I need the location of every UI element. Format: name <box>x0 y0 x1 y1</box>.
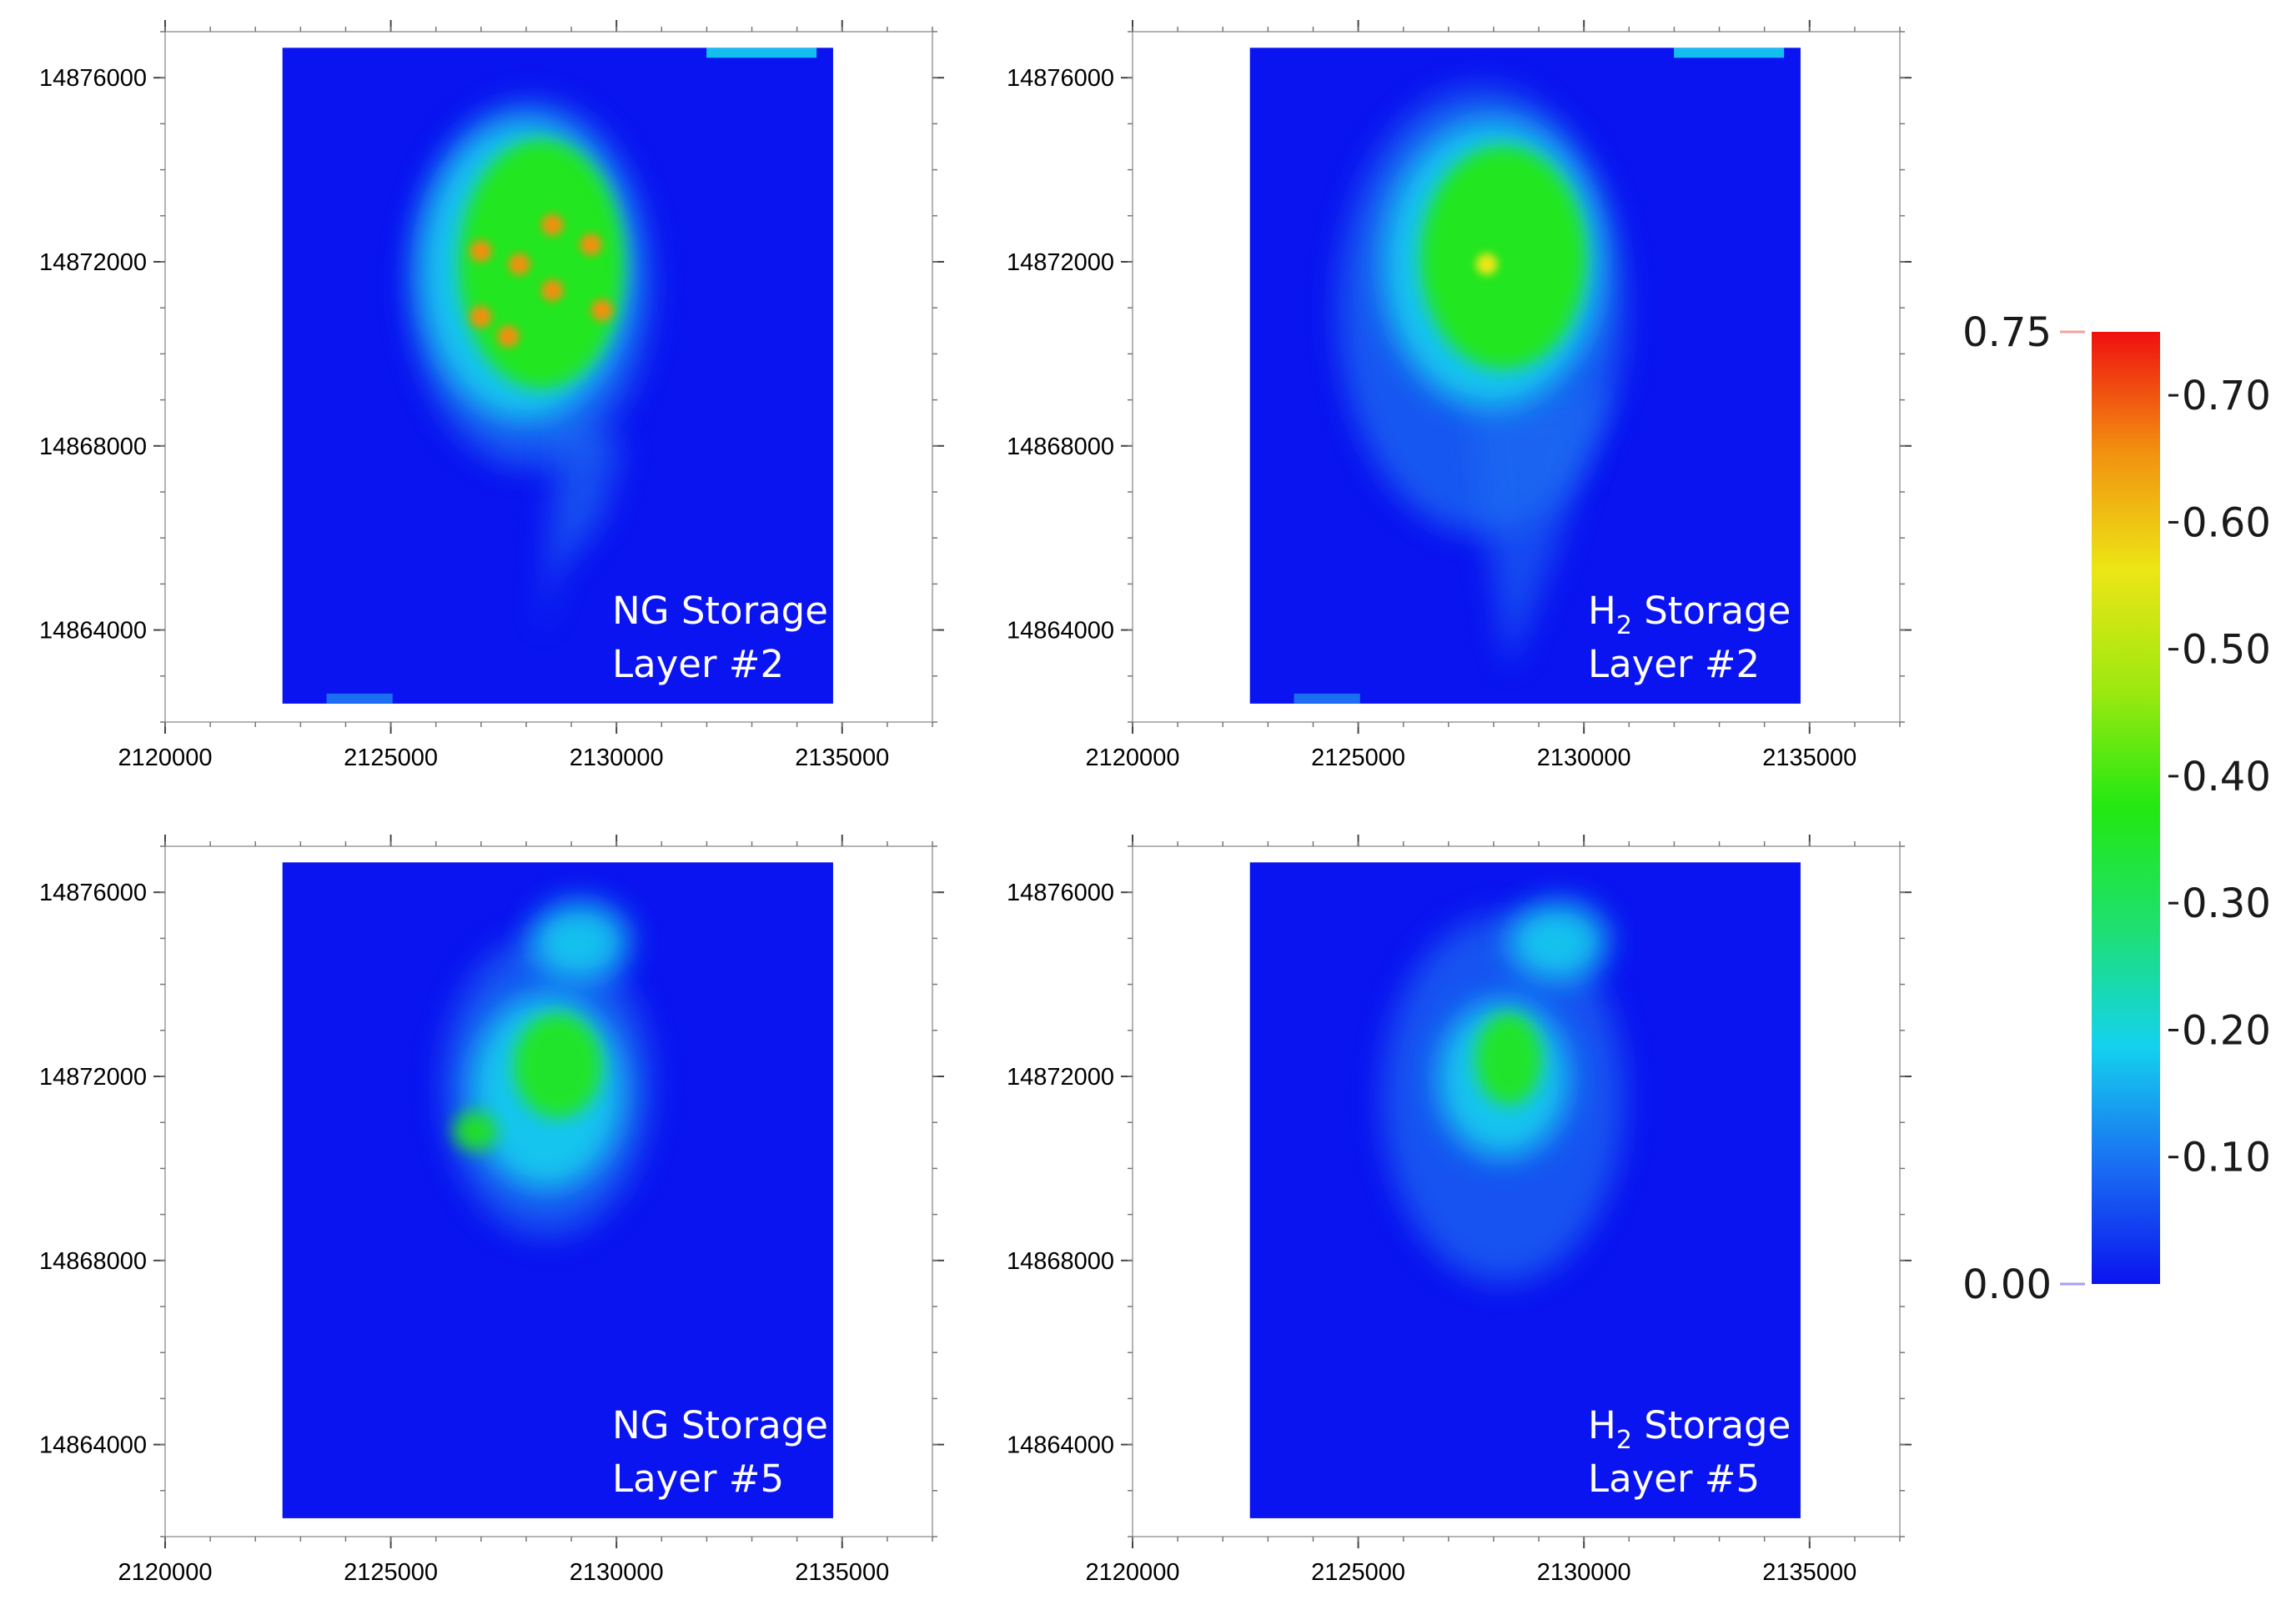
plume <box>326 48 817 704</box>
plume-ring <box>1509 901 1608 981</box>
y-axis: 14876000 14872000 14868000 14864000 <box>1007 845 1912 1537</box>
plume <box>1294 48 1785 704</box>
x-tick-label: 2120000 <box>1086 745 1180 771</box>
panel-label-rest: Storage <box>1632 589 1791 633</box>
y-axis: 14876000 14872000 14868000 14864000 <box>1007 31 1912 723</box>
panel-ng-storage-layer-2: 2120000 2125000 2130000 2135000148760001487… <box>39 20 944 771</box>
panel-ng-storage-layer-5: 2120000 2125000 2130000 2135000148760001487… <box>39 835 944 1586</box>
panel-label-title: H2 Storage <box>1588 1403 1791 1455</box>
plume-core <box>458 139 625 389</box>
plume-core <box>453 1111 498 1151</box>
colorbar-tick-label: 0.60 <box>2182 499 2271 546</box>
plume-core <box>514 1013 602 1119</box>
panel-label-title: NG Storage <box>612 589 828 633</box>
edge-strip <box>1674 48 1785 58</box>
y-tick-label: 14864000 <box>1007 1432 1114 1459</box>
well-hotspot <box>580 233 602 256</box>
y-tick-label: 14868000 <box>1007 1248 1114 1275</box>
well-hotspot <box>470 305 492 328</box>
edge-strip <box>1294 693 1360 704</box>
y-tick-label: 14864000 <box>39 1432 147 1459</box>
x-tick-label: 2125000 <box>1311 745 1405 771</box>
panel-label-sub: 2 <box>1616 611 1632 640</box>
edge-strip <box>326 693 393 704</box>
panel-h2-storage-layer-5: 2120000 2125000 2130000 2135000148760001487… <box>1007 835 1912 1586</box>
x-tick-label: 2135000 <box>795 1559 889 1586</box>
y-tick-label: 14868000 <box>1007 434 1114 460</box>
y-tick-label: 14868000 <box>39 434 147 460</box>
y-tick-label: 14872000 <box>39 249 147 276</box>
panel-h2-storage-layer-2: 2120000 2125000 2130000 2135000148760001487… <box>1007 20 1912 771</box>
y-tick-label: 14876000 <box>1007 880 1114 906</box>
y-tick-label: 14872000 <box>39 1064 147 1091</box>
plume-tail <box>541 408 625 639</box>
plume-core <box>1475 1013 1542 1106</box>
y-tick-label: 14868000 <box>39 1248 147 1275</box>
plume-ring <box>530 901 630 981</box>
plume <box>1382 901 1625 1282</box>
plume-tail <box>1470 389 1608 671</box>
panel-label-layer: Layer #5 <box>1588 1457 1760 1501</box>
panel-label-title: NG Storage <box>612 1403 828 1447</box>
y-axis: 14876000 14872000 14868000 14864000 <box>39 845 944 1537</box>
panel-label-layer: Layer #2 <box>612 642 784 686</box>
plume <box>442 901 652 1236</box>
panel-label-layer: Layer #2 <box>1588 642 1760 686</box>
x-tick-label: 2120000 <box>1086 1559 1180 1586</box>
x-axis: 2120000 2125000 2130000 2135000 <box>118 835 933 1586</box>
panel-label-title: H2 Storage <box>1588 589 1791 640</box>
well-hotspot <box>590 298 613 321</box>
colorbar-tick-label: 0.10 <box>2182 1135 2271 1181</box>
x-tick-label: 2130000 <box>570 1559 664 1586</box>
well-hotspot <box>1475 253 1498 275</box>
x-axis: 2120000 2125000 2130000 2135000 <box>1086 20 1901 771</box>
colorbar-min-label: 0.00 <box>1962 1261 2052 1308</box>
colorbar-tick-label: 0.30 <box>2182 880 2271 927</box>
y-tick-label: 14876000 <box>1007 65 1114 92</box>
edge-strip <box>706 48 817 58</box>
colorbar: 0.75 0.00 0.70 0.60 0.50 0.40 0.30 0.20 0.10 <box>1962 309 2271 1308</box>
x-tick-label: 2130000 <box>1537 1559 1631 1586</box>
y-tick-label: 14864000 <box>1007 618 1114 645</box>
x-tick-label: 2135000 <box>1762 745 1856 771</box>
y-tick-label: 14876000 <box>39 880 147 906</box>
colorbar-tick-label: 0.50 <box>2182 627 2271 674</box>
x-axis: 2120000 2125000 2130000 2135000 <box>1086 835 1901 1586</box>
x-tick-label: 2125000 <box>344 1559 438 1586</box>
x-tick-label: 2130000 <box>1537 745 1631 771</box>
well-hotspot <box>541 279 564 302</box>
colorbar-tick-label: 0.20 <box>2182 1007 2271 1054</box>
x-tick-label: 2135000 <box>1762 1559 1856 1586</box>
colorbar-tick-label: 0.40 <box>2182 754 2271 800</box>
y-tick-label: 14872000 <box>1007 1064 1114 1091</box>
x-axis: 2120000 2125000 2130000 2135000 <box>118 20 933 771</box>
x-tick-label: 2120000 <box>118 1559 213 1586</box>
well-hotspot <box>508 253 530 275</box>
y-tick-label: 14864000 <box>39 618 147 645</box>
y-axis: 14876000 14872000 14868000 14864000 <box>39 31 944 723</box>
well-hotspot <box>541 213 564 236</box>
y-tick-label: 14872000 <box>1007 249 1114 276</box>
y-tick-label: 14876000 <box>39 65 147 92</box>
panel-label-layer: Layer #5 <box>612 1457 784 1501</box>
well-hotspot <box>470 240 492 263</box>
panel-label-h: H <box>1588 589 1616 633</box>
x-tick-label: 2135000 <box>795 745 889 771</box>
panel-label-sub: 2 <box>1616 1426 1632 1455</box>
x-tick-label: 2120000 <box>118 745 213 771</box>
colorbar-max-label: 0.75 <box>1962 309 2052 356</box>
colorbar-tick-label: 0.70 <box>2182 373 2271 419</box>
x-tick-label: 2125000 <box>344 745 438 771</box>
panel-label-h: H <box>1588 1403 1616 1447</box>
colorbar-bar <box>2092 332 2160 1284</box>
panel-label-rest: Storage <box>1632 1403 1791 1447</box>
colorbar-ticks: 0.70 0.60 0.50 0.40 0.30 0.20 0.10 <box>2060 330 2271 1286</box>
plume-core <box>1420 146 1586 369</box>
x-tick-label: 2125000 <box>1311 1559 1405 1586</box>
x-tick-label: 2130000 <box>570 745 664 771</box>
well-hotspot <box>497 325 520 348</box>
